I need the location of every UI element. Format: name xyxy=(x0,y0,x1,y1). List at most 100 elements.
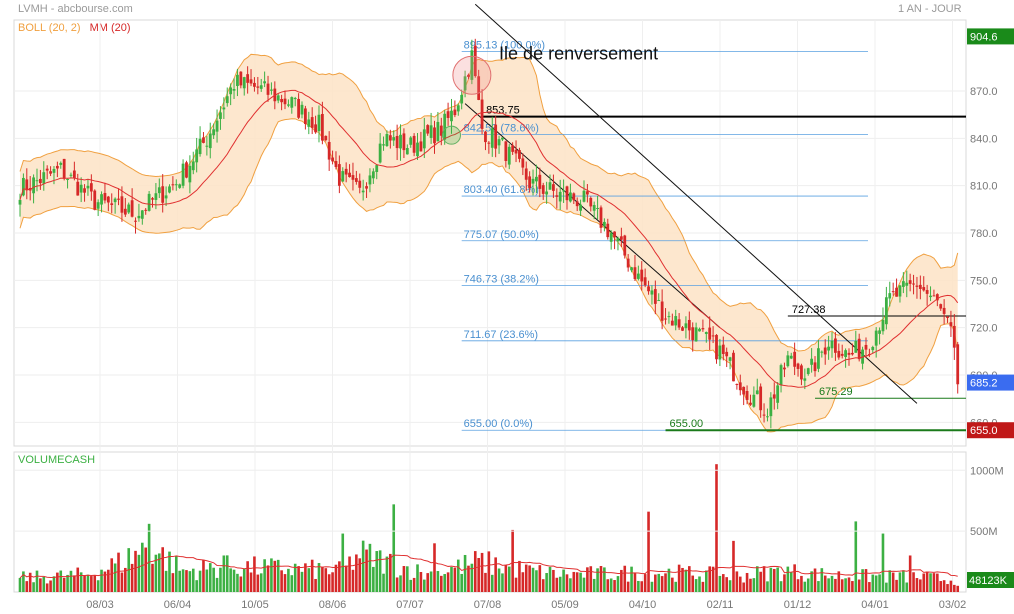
volume-bar xyxy=(59,570,63,592)
volume-bar xyxy=(871,574,875,592)
candle-body xyxy=(633,267,637,280)
candle-body xyxy=(871,346,875,351)
volume-bar xyxy=(487,551,491,592)
period-label[interactable]: 1 AN - JOUR xyxy=(898,3,962,15)
volume-bar xyxy=(273,560,277,592)
volume-bar xyxy=(341,533,345,592)
candle-body xyxy=(602,221,606,226)
candle-body xyxy=(592,205,596,211)
annotation-text: Ile de renversement xyxy=(499,43,658,63)
volume-tick-label: 500M xyxy=(970,526,998,538)
candle-body xyxy=(796,363,800,369)
price-tick-label: 870.0 xyxy=(970,86,998,98)
candle-body xyxy=(701,328,705,330)
candle-body xyxy=(242,77,246,89)
candle-body xyxy=(827,346,831,351)
candle-body xyxy=(402,133,406,151)
volume-bar xyxy=(891,572,895,592)
candle-body xyxy=(171,184,175,186)
candle-body xyxy=(511,145,515,152)
candle-body xyxy=(300,104,304,115)
volume-bar xyxy=(813,568,817,592)
volume-bar xyxy=(304,563,307,592)
candle-body xyxy=(239,71,243,86)
volume-bar xyxy=(446,572,450,592)
candle-body xyxy=(755,390,759,395)
volume-bar xyxy=(460,573,463,592)
volume-bar xyxy=(253,556,256,592)
volume-bar xyxy=(762,566,766,592)
volume-bar xyxy=(847,577,851,592)
volume-bar xyxy=(232,569,236,592)
volume-bar xyxy=(664,573,667,592)
candle-body xyxy=(514,149,518,154)
volume-bar xyxy=(735,571,739,592)
candle-body xyxy=(949,322,953,327)
chart-title: LVMH - abcbourse.com xyxy=(18,3,133,15)
candle-body xyxy=(443,113,447,140)
candle-body xyxy=(310,117,314,128)
candle-body xyxy=(422,129,426,149)
candle-body xyxy=(497,139,501,146)
candle-body xyxy=(555,195,559,197)
candle-body xyxy=(202,137,205,143)
candle-body xyxy=(772,394,776,399)
candle-body xyxy=(259,85,263,89)
candle-body xyxy=(752,394,756,407)
volume-bar xyxy=(42,576,46,592)
volume-bar xyxy=(817,581,820,592)
volume-bar xyxy=(144,547,148,592)
candle-body xyxy=(677,319,681,328)
volume-bar xyxy=(667,568,671,592)
candle-body xyxy=(439,125,443,136)
candle-body xyxy=(718,345,722,360)
candle-body xyxy=(222,107,226,110)
candle-body xyxy=(745,390,749,400)
volume-bar xyxy=(715,464,718,592)
volume-bar xyxy=(331,572,334,592)
volume-bar xyxy=(314,578,317,592)
candle-body xyxy=(562,190,566,192)
volume-bar xyxy=(361,540,365,592)
bollinger-lower-line xyxy=(19,118,959,433)
candle-body xyxy=(287,104,290,106)
volume-bar xyxy=(293,563,297,592)
volume-bar xyxy=(827,578,830,592)
x-tick-label: 07/08 xyxy=(474,599,502,611)
volume-bar xyxy=(436,571,440,592)
volume-bar xyxy=(657,573,661,592)
volume-bar xyxy=(256,574,260,592)
volume-bar xyxy=(688,566,691,592)
candle-body xyxy=(191,161,195,171)
x-tick-label: 01/12 xyxy=(784,599,812,611)
candle-body xyxy=(178,184,182,188)
candle-body xyxy=(293,98,297,100)
volume-bar xyxy=(120,572,124,592)
volume-bar xyxy=(338,561,341,592)
volume-bar xyxy=(290,575,294,592)
volume-bar xyxy=(528,565,531,592)
candle-body xyxy=(446,111,450,118)
volume-bar xyxy=(851,581,854,592)
volume-bar xyxy=(429,571,433,592)
level-label: 655.00 xyxy=(670,418,704,430)
candle-body xyxy=(640,269,644,282)
candle-body xyxy=(687,319,691,331)
volume-bar xyxy=(198,570,202,592)
candle-body xyxy=(38,178,42,184)
volume-bar xyxy=(789,572,793,592)
candle-body xyxy=(623,235,627,256)
candle-body xyxy=(619,236,623,240)
volume-bar xyxy=(174,556,178,592)
volume-bar xyxy=(327,574,331,592)
candle-body xyxy=(161,186,165,203)
candle-body xyxy=(531,178,535,184)
volume-bar xyxy=(949,580,953,592)
volume-bar xyxy=(504,565,508,592)
volume-bar xyxy=(18,577,22,592)
candle-body xyxy=(354,178,358,182)
price-tag-support: 655.0 xyxy=(970,425,998,437)
volume-bar xyxy=(355,554,358,592)
candle-body xyxy=(134,220,137,222)
volume-bar xyxy=(62,577,66,592)
